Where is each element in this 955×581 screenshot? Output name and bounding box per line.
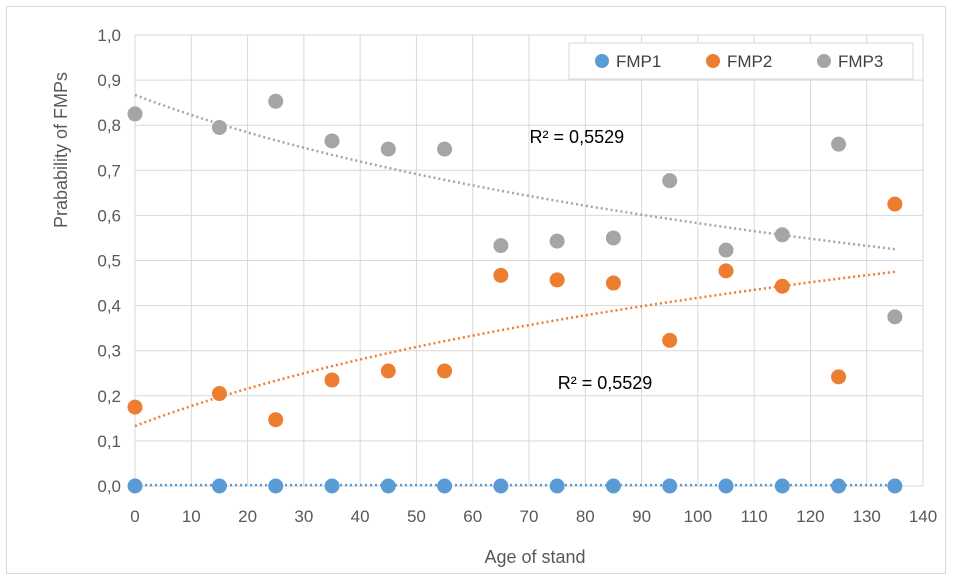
point-fmp2: [324, 372, 340, 388]
y-tick-label: 1,0: [97, 26, 121, 45]
point-fmp2: [549, 272, 565, 288]
point-fmp3: [268, 93, 284, 109]
y-tick-label: 0,9: [97, 71, 121, 90]
data-points: [127, 93, 903, 494]
x-tick-label: 140: [909, 507, 937, 526]
x-tick-label: 80: [576, 507, 595, 526]
x-tick-label: 40: [351, 507, 370, 526]
point-fmp1: [324, 478, 340, 494]
point-fmp1: [127, 478, 143, 494]
point-fmp1: [605, 478, 621, 494]
x-tick-label: 110: [741, 507, 768, 526]
point-fmp2: [662, 332, 678, 348]
point-fmp2: [380, 363, 396, 379]
x-tick-label: 120: [796, 507, 824, 526]
legend-label-fmp1: FMP1: [616, 52, 661, 71]
x-tick-label: 70: [520, 507, 539, 526]
legend-label-fmp3: FMP3: [838, 52, 883, 71]
point-fmp3: [127, 106, 143, 122]
point-fmp3: [831, 136, 847, 152]
y-tick-label: 0,1: [97, 432, 121, 451]
point-fmp1: [718, 478, 734, 494]
x-tick-label: 50: [407, 507, 426, 526]
point-fmp2: [605, 275, 621, 291]
y-tick-label: 0,5: [97, 252, 121, 271]
point-fmp2: [718, 263, 734, 279]
point-fmp2: [831, 369, 847, 385]
legend-marker-fmp1: [595, 54, 609, 68]
r-squared-label: R² = 0,5529: [530, 127, 625, 147]
x-tick-label: 130: [853, 507, 881, 526]
point-fmp2: [437, 363, 453, 379]
annotations: R² = 0,5529 R² = 0,5529: [530, 127, 653, 393]
x-tick-label: 90: [632, 507, 651, 526]
y-tick-label: 0,3: [97, 342, 121, 361]
grid-lines: [134, 34, 924, 487]
x-tick-label: 20: [238, 507, 257, 526]
point-fmp1: [493, 478, 509, 494]
x-tick-label: 10: [182, 507, 201, 526]
point-fmp2: [127, 399, 143, 415]
point-fmp3: [493, 238, 509, 254]
r-squared-label: R² = 0,5529: [558, 373, 653, 393]
chart-frame: 0,0 0,1 0,2 0,3 0,4 0,5 0,6 0,7 0,8 0,9 1,0 0 10 20 30…: [6, 6, 946, 574]
point-fmp3: [324, 133, 340, 149]
point-fmp3: [549, 233, 565, 249]
legend-box: [568, 42, 914, 80]
point-fmp1: [437, 478, 453, 494]
x-tick-label: 0: [130, 507, 139, 526]
point-fmp2: [268, 412, 284, 428]
y-tick-label: 0,4: [97, 297, 121, 316]
point-fmp2: [211, 386, 227, 402]
point-fmp3: [605, 230, 621, 246]
point-fmp1: [831, 478, 847, 494]
legend-marker-fmp3: [817, 54, 831, 68]
y-tick-label: 0,8: [97, 116, 121, 135]
point-fmp2: [774, 278, 790, 294]
point-fmp3: [662, 173, 678, 189]
y-tick-label: 0,0: [97, 477, 121, 496]
scatter-chart: 0,0 0,1 0,2 0,3 0,4 0,5 0,6 0,7 0,8 0,9 1,0 0 10 20 30…: [51, 26, 937, 567]
trendline-fmp3: [134, 93, 896, 251]
y-tick-label: 0,2: [97, 387, 121, 406]
tick-labels: 0,0 0,1 0,2 0,3 0,4 0,5 0,6 0,7 0,8 0,9 1,0 0 10 20 30…: [97, 26, 937, 526]
x-tick-label: 30: [294, 507, 313, 526]
legend-marker-fmp2: [706, 54, 720, 68]
x-tick-label: 60: [463, 507, 482, 526]
point-fmp2: [493, 267, 509, 283]
y-axis-title: Prabability of FMPs: [51, 72, 71, 228]
point-fmp1: [887, 478, 903, 494]
point-fmp3: [380, 141, 396, 157]
point-fmp3: [437, 141, 453, 157]
point-fmp1: [774, 478, 790, 494]
point-fmp3: [774, 227, 790, 243]
point-fmp3: [718, 242, 734, 258]
point-fmp1: [549, 478, 565, 494]
point-fmp1: [662, 478, 678, 494]
trendline-fmp2: [134, 270, 896, 428]
legend-label-fmp2: FMP2: [727, 52, 772, 71]
x-axis-title: Age of stand: [484, 547, 585, 567]
point-fmp1: [268, 478, 284, 494]
point-fmp1: [380, 478, 396, 494]
point-fmp1: [211, 478, 227, 494]
y-tick-label: 0,6: [97, 206, 121, 225]
point-fmp2: [887, 196, 903, 212]
point-fmp3: [887, 309, 903, 325]
y-tick-label: 0,7: [97, 161, 121, 180]
point-fmp3: [211, 119, 227, 135]
legend: FMP1 FMP2 FMP3: [568, 42, 914, 80]
x-tick-label: 100: [684, 507, 712, 526]
trendlines: [134, 93, 896, 487]
